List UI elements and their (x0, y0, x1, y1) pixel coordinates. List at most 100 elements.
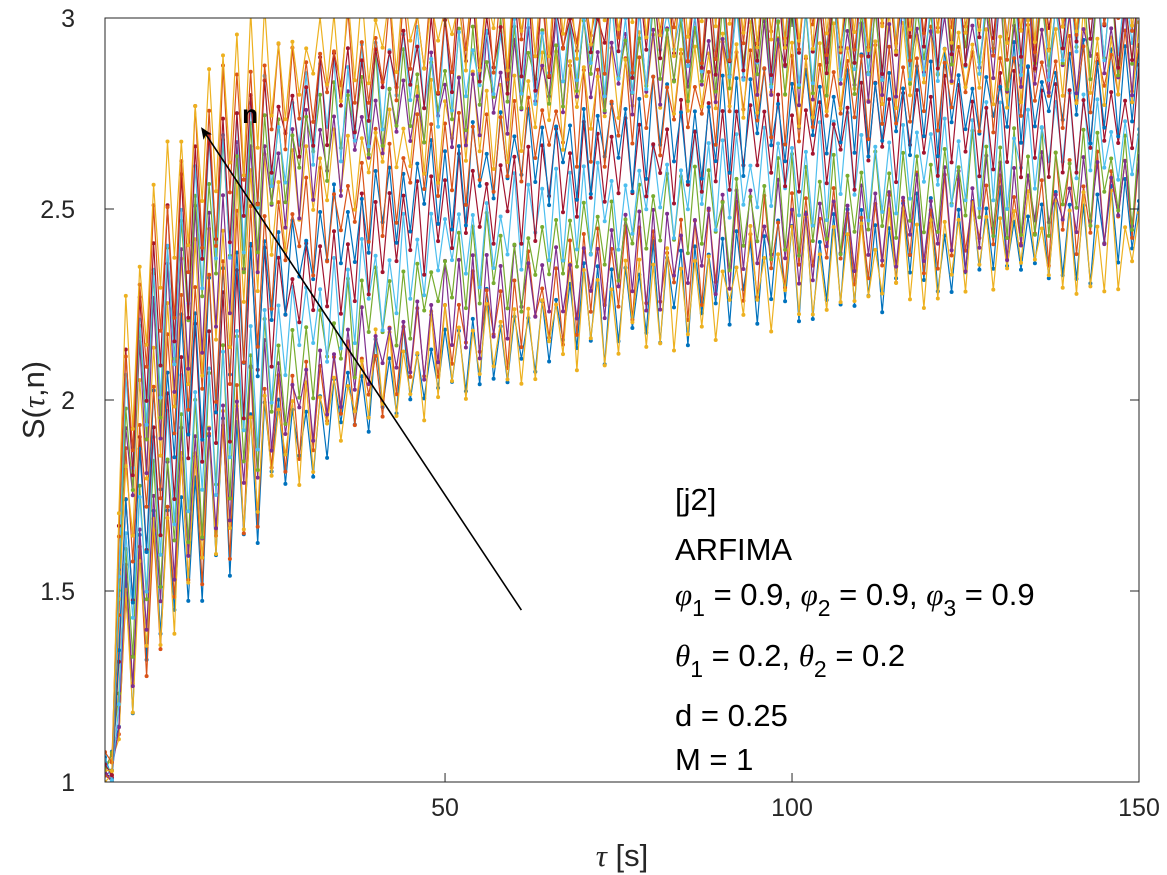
data-point (1053, 150, 1058, 155)
data-point (859, 208, 864, 212)
data-point (977, 28, 982, 32)
data-point (533, 102, 538, 106)
data-point (845, 105, 850, 110)
data-point (699, 61, 704, 66)
data-point (699, 82, 704, 87)
data-point (498, 115, 503, 120)
data-point (706, 254, 711, 259)
data-point (540, 50, 545, 55)
data-point (984, 75, 989, 80)
data-point (255, 250, 260, 255)
data-point (200, 582, 205, 587)
data-point (450, 108, 454, 113)
data-point (443, 259, 447, 264)
data-point (214, 189, 218, 194)
data-point (297, 216, 302, 221)
data-point (970, 23, 975, 28)
theta-val-1: = 0.2, (703, 638, 799, 673)
data-point (394, 220, 399, 225)
data-point (394, 259, 399, 264)
data-point (443, 327, 447, 332)
data-point (1123, 159, 1128, 163)
data-point (387, 191, 392, 196)
data-point (338, 420, 343, 425)
y-tick-label: 2.5 (40, 196, 75, 224)
data-point (415, 161, 420, 166)
data-point (658, 76, 663, 81)
data-point (831, 70, 836, 75)
data-point (1019, 267, 1023, 272)
data-point (561, 258, 565, 263)
data-point (491, 196, 496, 201)
data-point (262, 308, 267, 312)
data-point (914, 26, 919, 31)
data-point (970, 186, 975, 191)
data-point (748, 163, 753, 168)
data-point (366, 118, 371, 123)
data-point (477, 224, 482, 229)
data-point (852, 299, 857, 303)
data-point (1039, 226, 1044, 231)
data-point (1053, 192, 1058, 197)
data-point (769, 329, 774, 334)
data-point (679, 217, 683, 222)
data-point (262, 386, 267, 391)
data-point (338, 404, 343, 409)
data-point (387, 165, 392, 170)
data-point (359, 374, 364, 379)
data-point (470, 253, 475, 258)
data-point (644, 246, 649, 251)
data-point (109, 778, 114, 782)
data-point (984, 100, 989, 105)
data-point (463, 128, 468, 133)
data-point (741, 243, 746, 248)
data-point (1088, 284, 1093, 289)
data-point (214, 526, 218, 531)
data-point (651, 74, 656, 79)
data-point (588, 336, 593, 341)
data-point (942, 116, 947, 121)
data-point (380, 234, 385, 238)
data-point (533, 377, 538, 382)
data-point (241, 270, 246, 275)
data-point (1074, 176, 1079, 181)
data-point (297, 244, 302, 249)
data-point (345, 370, 350, 375)
data-point (1102, 165, 1107, 170)
data-point (352, 147, 357, 152)
data-point (1019, 100, 1023, 105)
data-point (408, 229, 413, 234)
data-point (894, 106, 899, 111)
data-point (901, 123, 906, 127)
data-point (463, 143, 468, 148)
data-point (241, 416, 246, 421)
annotation-model: ARFIMA (675, 532, 792, 567)
data-point (1067, 161, 1072, 166)
data-point (651, 142, 656, 147)
data-point (443, 121, 447, 126)
data-point (665, 162, 670, 167)
data-point (873, 191, 878, 196)
theta-val-2: = 0.2 (827, 638, 905, 673)
data-point (651, 27, 656, 32)
data-point (921, 306, 926, 310)
data-point (963, 289, 968, 294)
y-axis-label-pre: S( (16, 407, 51, 439)
data-point (852, 67, 857, 72)
data-point (998, 34, 1003, 39)
data-point (574, 197, 579, 202)
data-point (644, 207, 649, 212)
data-point (332, 192, 336, 197)
data-point (817, 201, 822, 206)
data-point (880, 291, 885, 296)
data-point (200, 598, 205, 603)
data-point (685, 182, 690, 187)
data-point (144, 643, 149, 648)
data-point (470, 316, 475, 321)
data-point (116, 702, 121, 707)
data-point (533, 272, 538, 277)
data-point (769, 37, 774, 42)
data-point (596, 3, 600, 7)
data-point (672, 111, 676, 116)
data-point (623, 258, 628, 263)
